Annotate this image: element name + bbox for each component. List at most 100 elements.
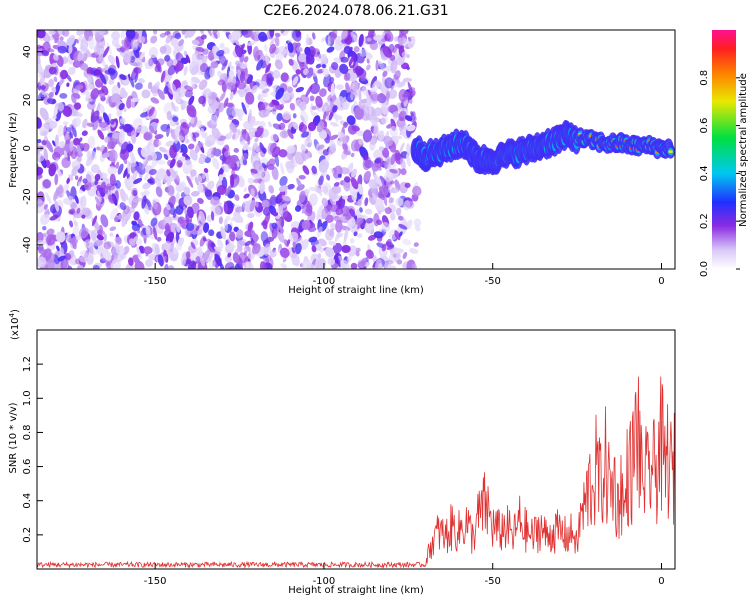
spectrogram-noise-blob — [128, 60, 138, 67]
spectrogram-noise-blob — [178, 39, 185, 47]
spectrogram-noise-blob — [79, 62, 89, 71]
spectrogram-noise-blob — [78, 143, 86, 148]
spectrogram-noise-blob — [263, 243, 272, 256]
snr-frame — [36, 329, 676, 570]
spectrogram-noise-blob — [190, 241, 196, 250]
spectrogram-noise-blob — [257, 94, 261, 101]
spectrogram-noise-blob — [339, 215, 346, 222]
spectrogram-noise-blob — [350, 91, 354, 101]
spectrogram-noise-blob — [341, 195, 349, 200]
spectrogram-noise-blob — [197, 215, 202, 222]
spectrogram-noise-blob — [46, 98, 57, 105]
spectrogram-noise-blob — [208, 229, 215, 237]
spectrogram-y-tick-label: 40 — [22, 45, 33, 58]
spectrogram-noise-blob — [157, 140, 162, 146]
spectrogram-noise-blob — [157, 254, 164, 267]
spectrogram-noise-blob — [278, 149, 288, 158]
spectrogram-noise-blob — [198, 210, 206, 224]
spectrogram-noise-blob — [83, 239, 93, 249]
spectrogram-noise-blob — [384, 207, 392, 215]
spectrogram-noise-blob — [275, 87, 285, 100]
spectrogram-noise-blob — [61, 157, 71, 169]
spectrogram-noise-blob — [133, 211, 140, 221]
spectrogram-noise-blob — [243, 193, 250, 199]
spectrogram-noise-blob — [63, 125, 67, 136]
spectrogram-noise-blob — [37, 138, 42, 144]
spectrogram-noise-blob — [125, 30, 136, 39]
spectrogram-noise-blob — [235, 108, 244, 118]
spectrogram-noise-blob — [288, 153, 295, 164]
spectrogram-noise-blob — [346, 115, 356, 126]
spectrogram-noise-blob — [51, 86, 57, 93]
spectrogram-noise-blob — [397, 215, 404, 221]
spectrogram-noise-blob — [188, 132, 193, 138]
spectrogram-noise-blob — [74, 84, 84, 91]
spectrogram-noise-blob — [37, 142, 41, 156]
spectrogram-noise-blob — [396, 259, 403, 265]
spectrogram-noise-blob — [166, 249, 171, 256]
spectrogram-noise-blob — [351, 125, 360, 132]
spectrogram-noise-blob — [210, 196, 220, 206]
spectrogram-noise-blob — [290, 221, 300, 229]
spectrogram-noise-blob — [304, 137, 313, 148]
spectrogram-noise-blob — [204, 132, 208, 142]
spectrogram-noise-blob — [272, 111, 277, 116]
spectrogram-noise-blob — [175, 120, 180, 126]
spectrogram-noise-blob — [237, 215, 244, 224]
spectrogram-noise-blob — [315, 95, 323, 108]
spectrogram-noise-blob — [184, 85, 194, 92]
spectrogram-noise-blob — [106, 95, 110, 105]
spectrogram-noise-blob — [164, 263, 169, 269]
spectrogram-noise-blob — [212, 157, 220, 170]
colorbar-ticks: 0.0 0.2 0.4 0.6 0.8 — [699, 70, 740, 277]
spectrogram-noise-blob — [188, 95, 195, 106]
spectrogram-noise-blob — [292, 260, 300, 266]
spectrogram-noise-blob — [280, 162, 285, 175]
spectrogram-noise-blob — [48, 91, 54, 99]
spectrogram-x-tick-label: -50 — [485, 276, 501, 287]
spectrogram-noise-blob — [143, 133, 152, 140]
spectrogram-noise-blob — [414, 224, 421, 232]
spectrogram-noise-blob — [359, 207, 363, 213]
spectrogram-noise-blob — [229, 91, 234, 101]
spectrogram-noise-blob — [265, 109, 271, 116]
spectrogram-noise-blob — [374, 174, 383, 187]
spectrogram-noise-blob — [167, 176, 172, 187]
spectrogram-noise-blob — [175, 205, 184, 215]
spectrogram-noise-blob — [185, 138, 190, 144]
spectrogram-noise-blob — [198, 79, 208, 91]
spectrogram-noise-blob — [150, 35, 158, 44]
spectrogram-noise-blob — [400, 168, 407, 176]
colorbar-tick-label: 0.2 — [699, 213, 710, 229]
spectrogram-noise-blob — [73, 220, 79, 227]
spectrogram-noise-blob — [226, 82, 236, 91]
spectrogram-noise-blob — [132, 197, 143, 203]
spectrogram-noise-blob — [288, 231, 299, 243]
spectrogram-noise-blob — [68, 66, 76, 75]
spectrogram-noise-blob — [95, 66, 103, 78]
spectrogram-noise-blob — [54, 134, 59, 148]
spectrogram-noise-blob — [148, 46, 159, 59]
spectrogram-noise-blob — [370, 76, 377, 89]
spectrogram-noise-blob — [49, 214, 59, 221]
spectrogram-noise-blob — [382, 45, 393, 58]
spectrogram-noise-blob — [203, 88, 212, 98]
spectrogram-noise-blob — [235, 60, 243, 67]
spectrogram-noise-blob — [81, 214, 86, 219]
spectrogram-noise-blob — [294, 205, 302, 212]
spectrogram-noise-blob — [281, 194, 291, 202]
spectrogram-noise-blob — [175, 106, 179, 113]
spectrogram-noise-blob — [123, 168, 128, 179]
spectrogram-noise-blob — [258, 31, 268, 42]
spectrogram-noise-blob — [118, 213, 123, 221]
spectrogram-noise-blob — [54, 173, 59, 186]
spectrogram-noise-blob — [72, 60, 82, 68]
spectrogram-noise-blob — [37, 153, 45, 162]
spectrogram-noise-blob — [292, 76, 299, 86]
spectrogram-noise-blob — [166, 185, 175, 196]
spectrogram-noise-blob — [234, 194, 240, 201]
spectrogram-noise-blob — [323, 100, 333, 112]
spectrogram-noise-blob — [343, 150, 351, 156]
spectrogram-noise-blob — [330, 83, 335, 97]
spectrogram-noise-blob — [378, 146, 385, 152]
